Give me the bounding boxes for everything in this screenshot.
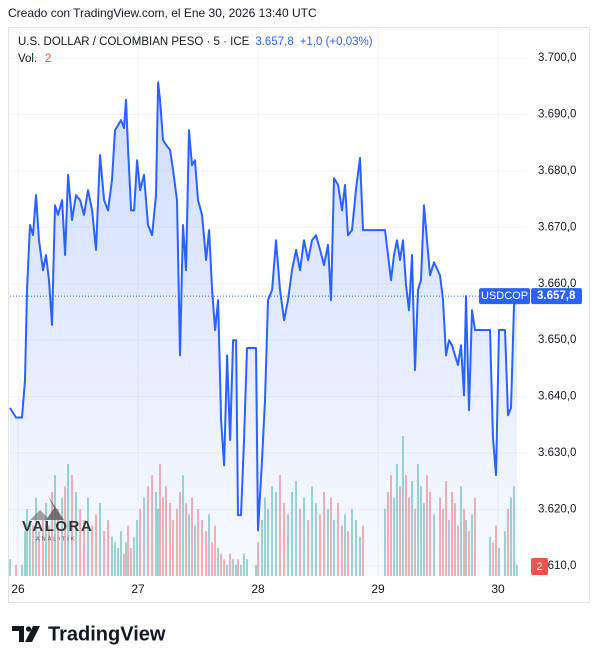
y-tick-label: 3.680,0 [538, 165, 576, 177]
volume-legend: Vol. [18, 53, 37, 65]
legend-last: 3.657,8 [255, 36, 293, 48]
y-tick-label: 3.620,0 [538, 503, 576, 515]
chart-frame [8, 27, 590, 603]
logo-mark [25, 626, 32, 632]
y-tick-label: 3.650,0 [538, 334, 576, 346]
price-line [9, 81, 518, 532]
price-badge [531, 288, 582, 305]
price-area [10, 82, 517, 577]
legend-title: U.S. DOLLAR / COLOMBIAN PESO · 5 · ICE [18, 36, 250, 48]
x-tick-label: 27 [131, 582, 145, 596]
symbol-badge-label: USDCOP [481, 290, 528, 302]
symbol-badge [479, 288, 530, 305]
y-tick-label: 3.630,0 [538, 447, 576, 459]
volume-badge-label: 2 [536, 561, 542, 573]
logo-mark [25, 626, 40, 642]
x-tick-label: 26 [11, 582, 25, 596]
y-tick-label: 3.700,0 [538, 52, 576, 64]
watermark: VALORA ANALITIK [22, 496, 93, 542]
x-tick-label: 28 [251, 582, 265, 596]
volume-legend-value: 2 [45, 53, 51, 65]
brand: TradingView [48, 623, 166, 645]
logo-mark [12, 626, 24, 642]
credit: Creado con TradingView.com, el Ene 30, 2… [8, 6, 317, 20]
y-tick-label: 3.690,0 [538, 108, 576, 120]
watermark-icon [30, 510, 50, 520]
y-tick-label: 3.670,0 [538, 221, 576, 233]
plot: 3.610,03.620,03.630,03.640,03.650,03.660… [9, 27, 582, 596]
x-tick-label: 30 [491, 582, 505, 596]
y-tick-label: 3.640,0 [538, 391, 576, 403]
y-tick-label: 3.660,0 [538, 278, 576, 290]
watermark-tagline: ANALITIK [36, 536, 76, 542]
legend-change: +1,0 (+0,03%) [300, 36, 373, 48]
footer-logo: TradingView [12, 623, 166, 645]
volume-badge [531, 558, 548, 575]
price-badge-label: 3.657,8 [537, 290, 576, 302]
watermark-icon [46, 496, 64, 520]
x-tick-label: 29 [371, 582, 385, 596]
watermark-name: VALORA [22, 518, 93, 535]
